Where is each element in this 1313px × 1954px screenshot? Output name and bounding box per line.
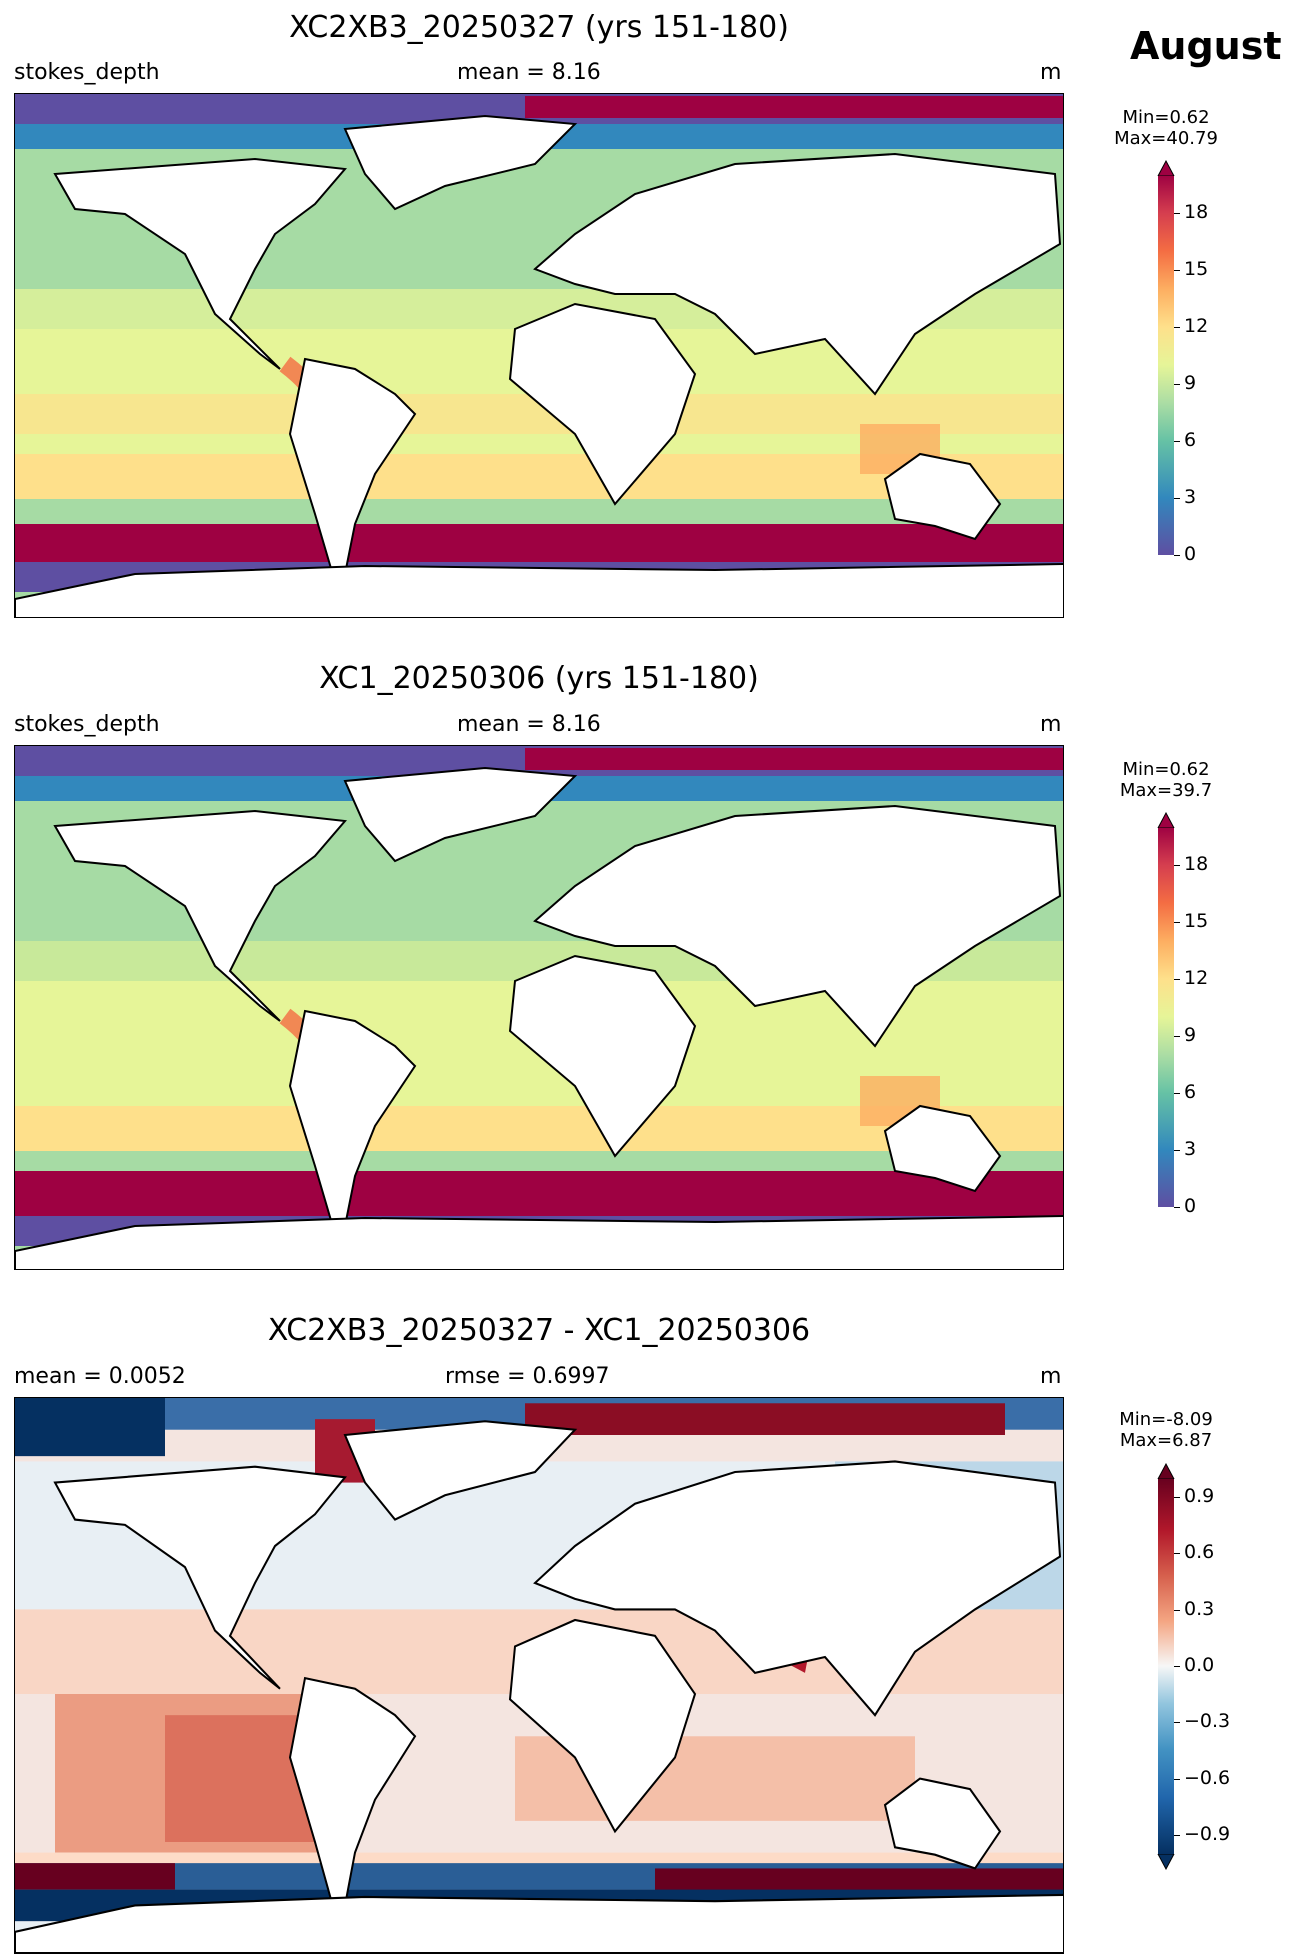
continents (15, 114, 1063, 617)
panel-1-min: Min=0.62 (1122, 107, 1210, 128)
colorbar-tick (1174, 327, 1180, 328)
colorbar-tick-label: 9 (1184, 1024, 1197, 1046)
panel-3-colorbar-extend-bottom (1157, 1854, 1175, 1870)
colorbar-tick (1174, 270, 1180, 271)
panel-2-title: XC1_20250306 (yrs 151-180) (319, 661, 759, 696)
colorbar-tick (1174, 1207, 1180, 1208)
panel-1-max: Max=40.79 (1114, 128, 1218, 149)
panel-1-colorbar-extend (1157, 160, 1175, 176)
panel-1-variable: stokes_depth (14, 60, 160, 85)
colorbar-tick-label: 0 (1184, 1195, 1197, 1217)
colorbar-tick-label: 12 (1184, 967, 1209, 989)
colorbar-tick-label: 0 (1184, 543, 1197, 565)
panel-3-title: XC2XB3_20250327 - XC1_20250306 (267, 1313, 811, 1348)
colorbar-tick (1174, 1553, 1180, 1555)
panel-2-min: Min=0.62 (1122, 759, 1210, 780)
colorbar-tick (1174, 384, 1180, 385)
continents (15, 766, 1063, 1269)
panel-2-units: m (1040, 712, 1062, 737)
colorbar-tick-label: 15 (1184, 910, 1209, 932)
colorbar-tick-label: 0.3 (1184, 1597, 1215, 1620)
colorbar-tick (1174, 1036, 1180, 1037)
colorbar-tick-label: 18 (1184, 853, 1209, 875)
colorbar-tick (1174, 865, 1180, 866)
colorbar-tick (1174, 1150, 1180, 1151)
colorbar-tick-label: −0.9 (1184, 1823, 1231, 1846)
panel-2-colorbar-extend (1157, 812, 1175, 828)
colorbar-tick (1174, 979, 1180, 980)
colorbar-tick (1174, 1778, 1180, 1780)
colorbar-tick (1174, 498, 1180, 499)
continents (15, 1420, 1063, 1953)
panel-3-units: m (1040, 1364, 1062, 1389)
colorbar-tick-label: −0.6 (1184, 1766, 1231, 1789)
colorbar-tick-label: 18 (1184, 201, 1209, 223)
panel-3-map (14, 1397, 1064, 1954)
panel-1-map (14, 93, 1064, 618)
colorbar-tick-label: 6 (1184, 1081, 1197, 1103)
panel-1-title: XC2XB3_20250327 (yrs 151-180) (289, 10, 789, 45)
colorbar-tick-label: 0.6 (1184, 1541, 1215, 1564)
colorbar-tick (1174, 441, 1180, 442)
panel-2-map (14, 745, 1064, 1270)
colorbar-tick-label: 9 (1184, 372, 1197, 394)
panel-1-colorbar (1158, 175, 1174, 555)
panel-3-rmse: rmse = 0.6997 (445, 1364, 610, 1389)
panel-3-colorbar (1158, 1478, 1174, 1854)
colorbar-tick (1174, 213, 1180, 214)
panel-3-max: Max=6.87 (1119, 1430, 1213, 1451)
colorbar-tick (1174, 1722, 1180, 1724)
panel-2-variable: stokes_depth (14, 712, 160, 737)
panel-2-mean: mean = 8.16 (457, 712, 601, 737)
month-label: August (1130, 24, 1282, 68)
colorbar-tick-label: 0.0 (1184, 1654, 1215, 1676)
panel-3-min: Min=-8.09 (1119, 1409, 1213, 1430)
colorbar-tick-label: 15 (1184, 258, 1209, 280)
panel-2-colorbar (1158, 827, 1174, 1207)
colorbar-tick (1174, 1093, 1180, 1094)
colorbar-tick (1174, 1609, 1180, 1611)
colorbar-tick-label: 0.9 (1184, 1484, 1215, 1507)
colorbar-tick (1174, 1496, 1180, 1498)
colorbar-tick-label: 6 (1184, 429, 1197, 451)
panel-3-mean: mean = 0.0052 (14, 1364, 186, 1389)
colorbar-tick (1174, 555, 1180, 556)
panel-1-mean: mean = 8.16 (457, 60, 601, 85)
panel-1-units: m (1040, 60, 1062, 85)
colorbar-tick-label: 3 (1184, 486, 1197, 508)
panel-2-max: Max=39.7 (1119, 780, 1213, 801)
colorbar-tick-label: 3 (1184, 1138, 1197, 1160)
colorbar-tick (1174, 1666, 1180, 1667)
colorbar-tick-label: 12 (1184, 315, 1209, 337)
panel-3-colorbar-extend-top (1157, 1463, 1175, 1479)
colorbar-tick-label: −0.3 (1184, 1710, 1231, 1733)
colorbar-tick (1174, 1835, 1180, 1837)
colorbar-tick (1174, 922, 1180, 923)
